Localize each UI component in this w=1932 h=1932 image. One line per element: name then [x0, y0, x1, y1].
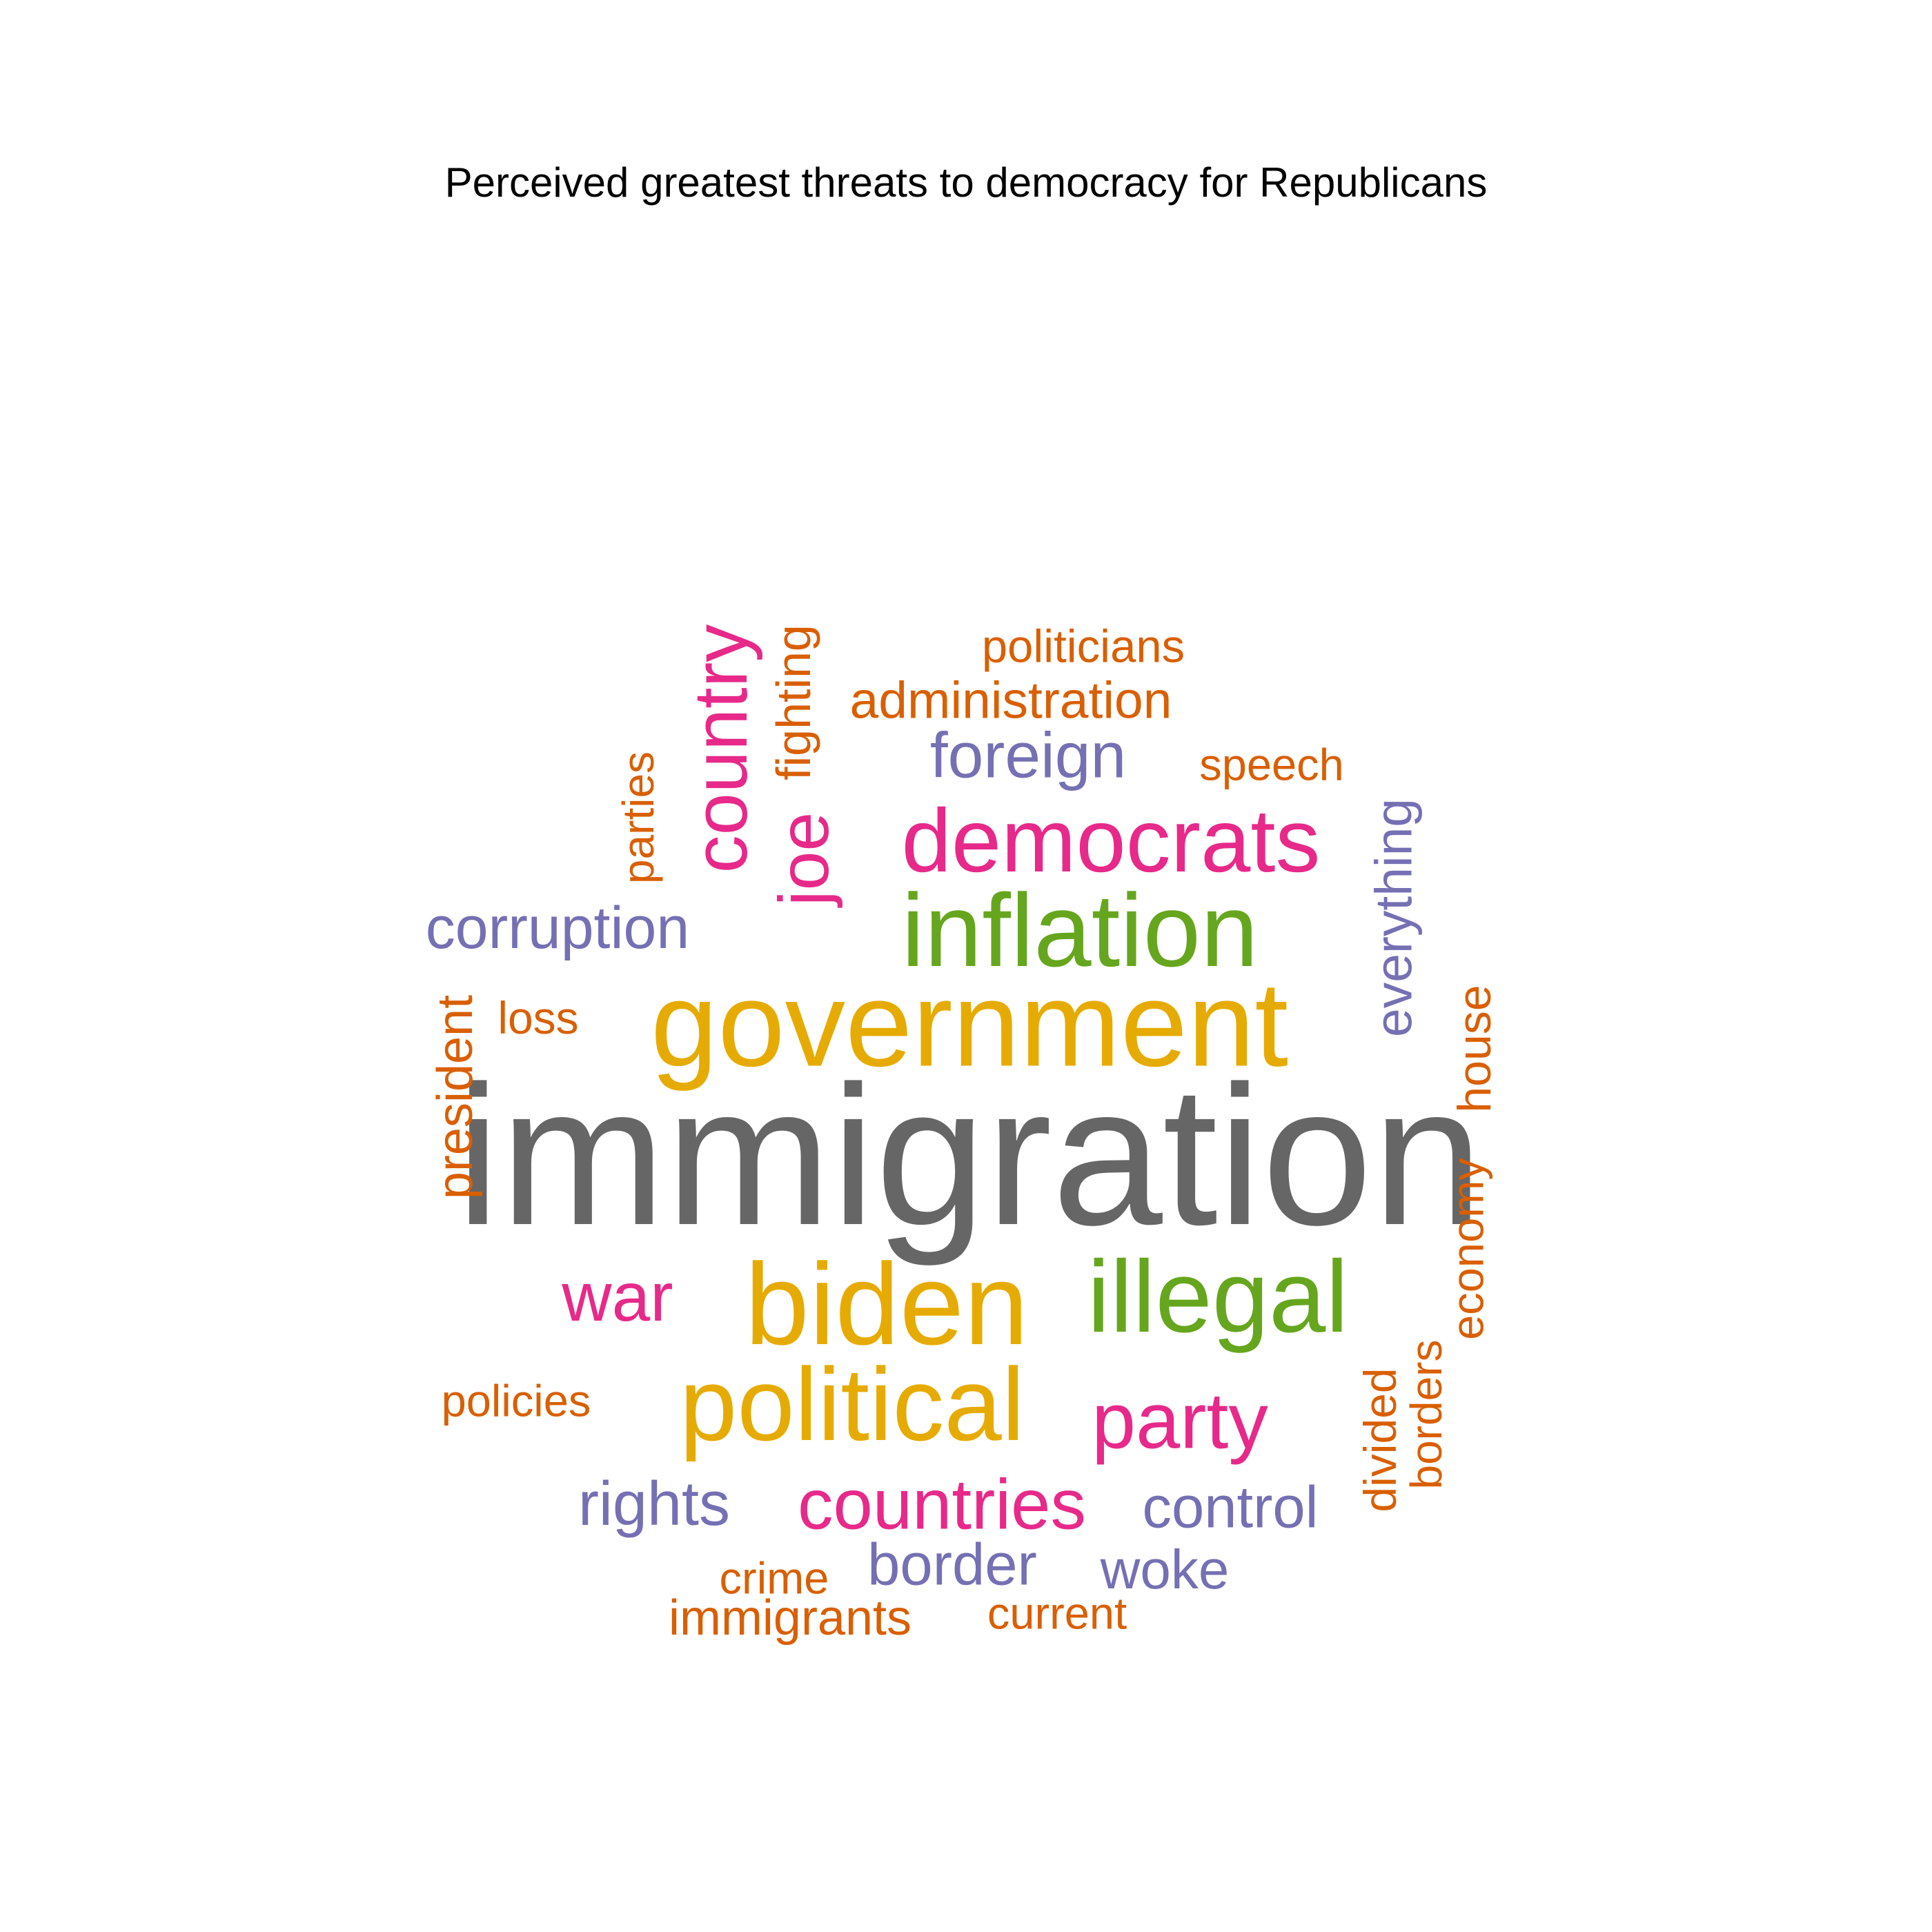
- word-corruption: corruption: [425, 895, 690, 961]
- word-politicians: politicians: [981, 620, 1185, 673]
- word-economy: economy: [1442, 1158, 1493, 1340]
- word-borders: borders: [1401, 1339, 1451, 1490]
- word-parties: parties: [613, 751, 663, 885]
- word-fighting: fighting: [767, 624, 820, 780]
- word-president: president: [428, 994, 483, 1200]
- word-biden: biden: [745, 1239, 1029, 1369]
- word-speech: speech: [1199, 739, 1344, 790]
- word-war: war: [562, 1259, 673, 1336]
- word-immigrants: immigrants: [668, 1590, 912, 1646]
- word-current: current: [987, 1588, 1127, 1639]
- word-joe: joe: [765, 811, 843, 907]
- word-rights: rights: [578, 1470, 731, 1539]
- word-divided: divided: [1354, 1368, 1406, 1512]
- word-democrats: democrats: [901, 790, 1321, 891]
- chart-title: Perceived greatest threats to democracy …: [444, 159, 1488, 206]
- word-border: border: [867, 1532, 1037, 1598]
- word-crime: crime: [719, 1552, 829, 1604]
- word-inflation: inflation: [901, 872, 1259, 988]
- word-countries: countries: [798, 1464, 1086, 1544]
- word-immigration: immigration: [455, 1045, 1483, 1267]
- word-loss: loss: [497, 992, 579, 1043]
- word-woke: woke: [1100, 1539, 1230, 1600]
- word-government: government: [650, 957, 1289, 1092]
- word-country: country: [678, 624, 763, 874]
- word-illegal: illegal: [1087, 1240, 1349, 1354]
- word-policies: policies: [441, 1375, 591, 1426]
- word-foreign: foreign: [929, 719, 1127, 791]
- word-control: control: [1142, 1475, 1319, 1541]
- word-party: party: [1092, 1377, 1268, 1466]
- word-political: political: [679, 1346, 1025, 1462]
- word-house: house: [1448, 985, 1501, 1113]
- word-everything: everything: [1364, 798, 1423, 1038]
- word-administration: administration: [849, 671, 1172, 729]
